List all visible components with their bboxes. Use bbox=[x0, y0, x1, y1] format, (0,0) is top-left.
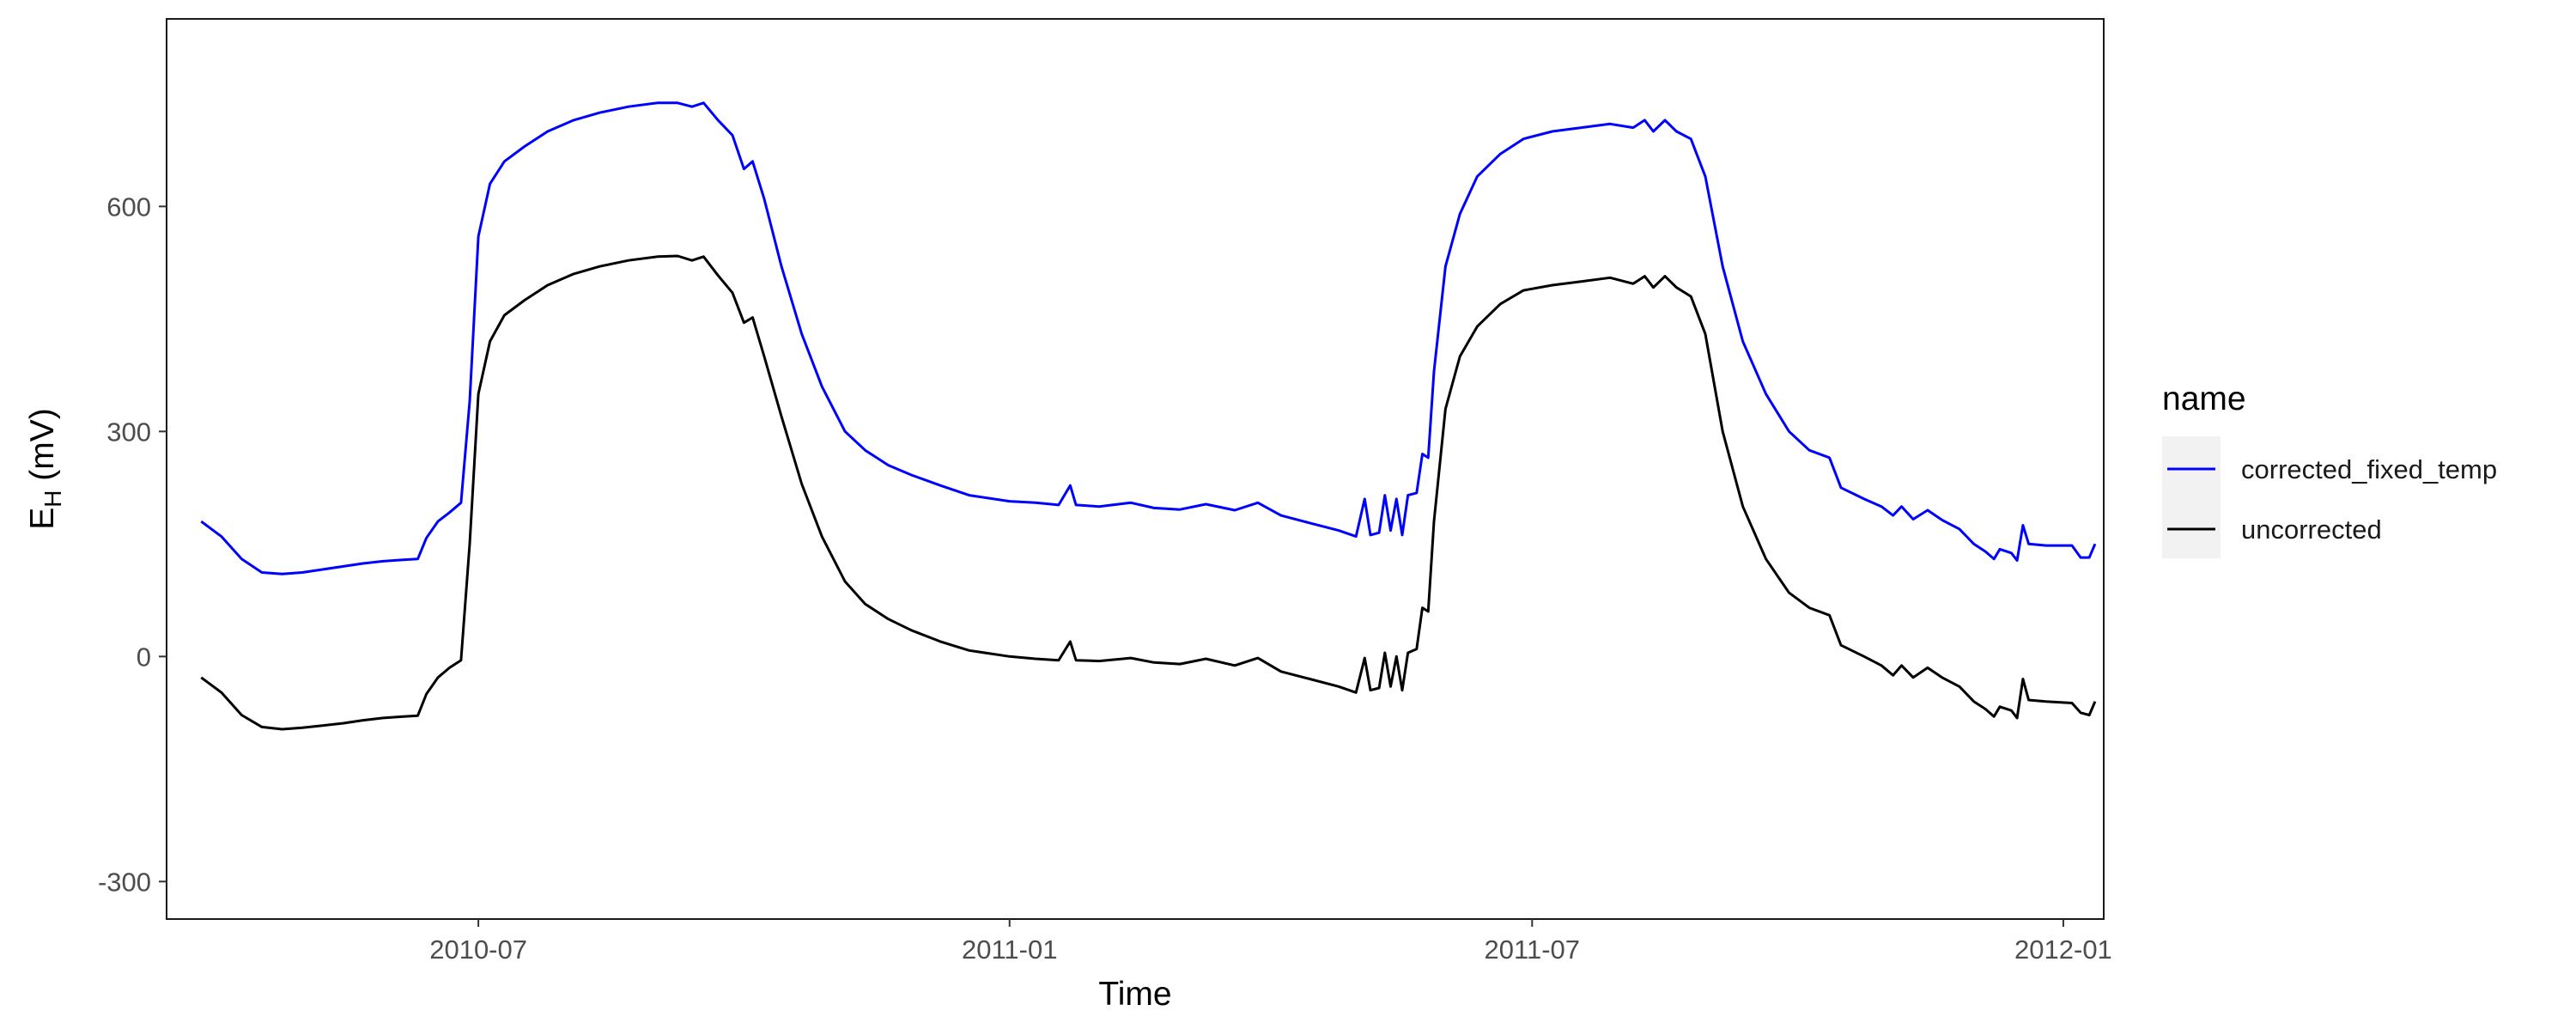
series-layer bbox=[200, 101, 2097, 731]
y-axis-title-sub: H bbox=[39, 490, 66, 508]
y-tick-label: 300 bbox=[106, 417, 151, 447]
series-line-corrected-fixed-temp bbox=[200, 101, 2097, 575]
y-tick-label: 0 bbox=[137, 642, 151, 672]
legend-label-corrected-fixed-temp: corrected_fixed_temp bbox=[2241, 454, 2497, 484]
y-axis-title-unit: (mV) bbox=[24, 408, 61, 490]
legend-key-bg bbox=[2162, 436, 2221, 558]
y-tick-label: 600 bbox=[106, 192, 151, 222]
x-tick-label: 2012-01 bbox=[2014, 935, 2112, 965]
x-tick-label: 2011-01 bbox=[962, 935, 1057, 965]
x-tick-label: 2010-07 bbox=[429, 935, 527, 965]
y-axis-title: EH (mV) bbox=[24, 408, 66, 530]
x-axis-title: Time bbox=[1098, 976, 1171, 1013]
series-line-uncorrected bbox=[200, 254, 2097, 731]
plot-panel bbox=[166, 18, 2105, 920]
y-axis-title-main: E bbox=[24, 508, 61, 530]
legend-title: name bbox=[2162, 381, 2246, 417]
x-axis: 2010-07 2011-01 2011-07 2012-01 bbox=[429, 919, 2112, 965]
legend: name corrected_fixed_temp uncorrected bbox=[2162, 381, 2497, 558]
legend-label-uncorrected: uncorrected bbox=[2241, 514, 2382, 545]
x-tick-label: 2011-07 bbox=[1485, 935, 1580, 965]
y-axis: -300 0 300 600 bbox=[98, 192, 167, 897]
y-tick-label: -300 bbox=[98, 867, 151, 897]
